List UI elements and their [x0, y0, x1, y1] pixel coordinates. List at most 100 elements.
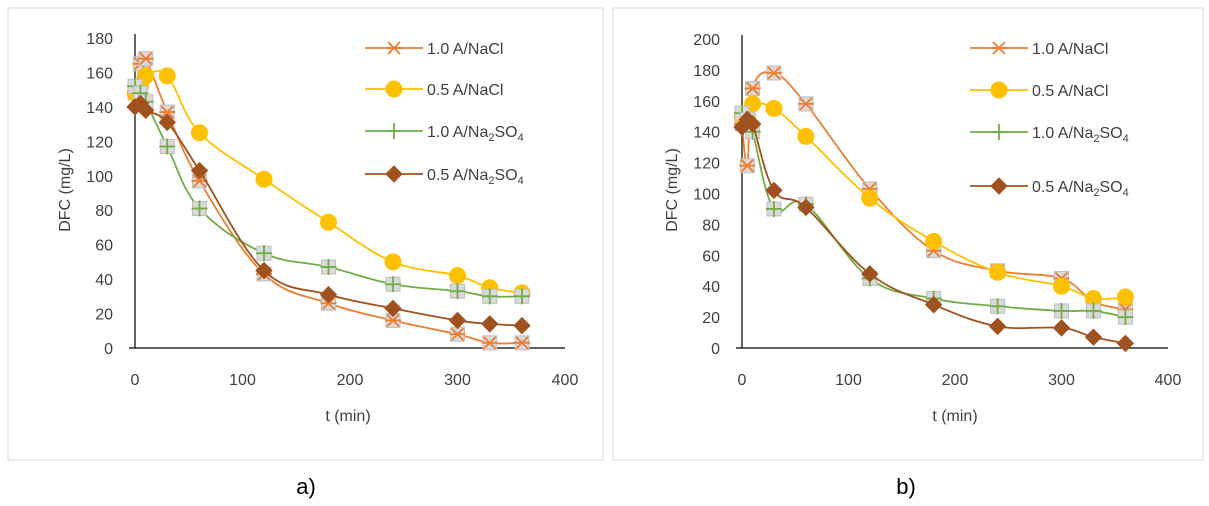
panel-a-data-point [191, 124, 208, 142]
panel-b-legend-label: 1.0 A/NaCl [1032, 41, 1108, 58]
panel-b-y-tick-label: 40 [702, 279, 720, 296]
panel-a-legend-entry: 0.5 A/Na2SO4 [365, 165, 524, 187]
panel-a-caption: a) [296, 474, 316, 499]
panel-a-x-tick-label: 400 [552, 372, 579, 389]
panel-a-data-point [385, 312, 401, 328]
panel-a-data-point [159, 138, 176, 155]
panel-b-legend-entry: 0.5 A/Na2SO4 [970, 177, 1129, 199]
panel-b-x-tick-label: 300 [1048, 372, 1075, 389]
panel-a-series-2 [127, 78, 530, 305]
panel-a-legend-label: 0.5 A/NaCl [427, 82, 503, 99]
panel-a-data-point [320, 259, 337, 276]
panel-a-data-point [158, 67, 176, 85]
panel-a-y-tick-label: 180 [86, 31, 113, 48]
panel-b-y-tick-label: 100 [693, 187, 720, 204]
panel-a-data-point [137, 51, 154, 67]
panel-b-data-point [765, 100, 783, 118]
panel-b-y-axis-title: DFC (mg/L) [664, 148, 681, 232]
panel-a-x-tick-label: 300 [444, 372, 471, 389]
panel-b-data-point [924, 296, 943, 314]
panel-a-legend-entry: 1.0 A/Na2SO4 [365, 123, 524, 144]
panel-b-legend-entry: 1.0 A/NaCl [970, 41, 1108, 58]
panel-b-legend-marker [990, 81, 1008, 99]
panel-a-y-tick-label: 0 [104, 341, 113, 358]
panel-a-x-tick-label: 200 [337, 372, 364, 389]
panel-b-y-tick-label: 200 [693, 32, 720, 49]
panel-a-data-point [481, 335, 498, 351]
panel-a-data-point [384, 299, 402, 318]
panel-b-data-point [765, 181, 783, 200]
panel-a-data-point [256, 245, 272, 262]
panel-a-data-point [190, 161, 209, 180]
panel-b-data-point [988, 317, 1007, 336]
panel-a-x-axis-title: t (min) [325, 408, 370, 425]
panel-b-y-tick-label: 120 [693, 156, 720, 173]
panel-b-x-tick-label: 100 [835, 372, 862, 389]
panel-b-data-point [861, 265, 879, 283]
panel-a-data-point [481, 288, 498, 305]
panel-a-data-point [514, 288, 530, 305]
panel-b-y-tick-label: 140 [693, 125, 720, 142]
panel-a-data-point [255, 261, 273, 280]
panel-a-y-tick-label: 140 [86, 100, 113, 117]
panel-b-x-tick-label: 200 [942, 372, 969, 389]
panel-a-data-point [514, 335, 530, 351]
panel-a-data-point [448, 311, 467, 330]
panel-b-x-axis-title: t (min) [932, 408, 977, 425]
panel-a-legend-marker [385, 165, 403, 183]
panel-a-y-tick-label: 120 [86, 134, 113, 151]
chart-panel-a: 0 20 40 60 80 100 120 140 160 180 0 100 200 300 400 1.… [7, 7, 604, 461]
panel-b-legend-entry: 1.0 A/Na2SO4 [970, 124, 1129, 145]
panel-b-data-point [1084, 328, 1103, 346]
panel-a-legend-label: 1.0 A/Na2SO4 [427, 124, 524, 144]
panel-a-data-point [385, 276, 401, 293]
panel-a-legend-marker [385, 80, 403, 98]
panel-b-data-point [861, 189, 879, 207]
panel-a-data-point [449, 326, 466, 342]
panel-b-data-point [744, 80, 761, 96]
panel-a-data-point [158, 113, 176, 132]
panel-b-data-point [797, 96, 814, 112]
panel-a-data-point [191, 200, 208, 217]
panel-b-y-tick-label: 160 [693, 94, 720, 111]
panel-a-y-axis-title: DFC (mg/L) [57, 148, 74, 232]
panel-a-legend-label: 0.5 A/Na2SO4 [427, 167, 524, 187]
panel-b-y-tick-label: 60 [702, 248, 720, 265]
panel-a-data-point [137, 101, 155, 120]
panel-b-data-point [1116, 334, 1135, 353]
panel-b-data-point [797, 198, 815, 217]
panel-b-frame [612, 7, 1204, 461]
panel-b-data-point [1053, 277, 1070, 295]
panel-a-data-point [384, 253, 402, 271]
panel-b-data-point [1052, 319, 1071, 337]
panel-b-data-point [1053, 302, 1070, 319]
panel-b-x-tick-label: 400 [1155, 372, 1182, 389]
panel-a-data-point [513, 316, 531, 335]
panel-a-series-3 [126, 94, 531, 335]
panel-a-y-tick-label: 60 [95, 238, 113, 255]
panel-b-x-tick-label: 0 [738, 372, 747, 389]
panel-b-y-tick-label: 20 [702, 310, 720, 327]
panel-b-data-point [743, 115, 762, 133]
panel-b-data-point [1116, 288, 1134, 306]
panel-b-legend-entry: 0.5 A/NaCl [970, 81, 1108, 100]
panel-a-y-tick-label: 20 [95, 307, 113, 324]
panel-a-frame [7, 7, 604, 461]
panel-b-data-point [1085, 302, 1102, 319]
panel-b-data-point [989, 298, 1006, 315]
panel-a-legend-entry: 0.5 A/NaCl [365, 80, 503, 99]
panel-b-data-point [739, 158, 756, 174]
panel-b-data-point [797, 127, 815, 145]
panel-a-legend-label: 1.0 A/NaCl [427, 41, 503, 58]
panel-b-legend-marker [990, 177, 1008, 195]
panel-b-y-tick-label: 180 [693, 63, 720, 80]
chart-panel-b: 0 20 40 60 80 100 120 140 160 180 200 0 100 200 300 400… [612, 7, 1204, 461]
panel-b-legend-label: 1.0 A/Na2SO4 [1032, 125, 1129, 145]
panel-b-data-point [1117, 309, 1134, 326]
panel-a-x-tick-label: 100 [229, 372, 256, 389]
panel-a-data-point [255, 170, 273, 188]
panel-a-y-tick-label: 80 [95, 203, 113, 220]
panel-a-data-point [319, 285, 338, 304]
panel-b-data-point [925, 232, 943, 250]
